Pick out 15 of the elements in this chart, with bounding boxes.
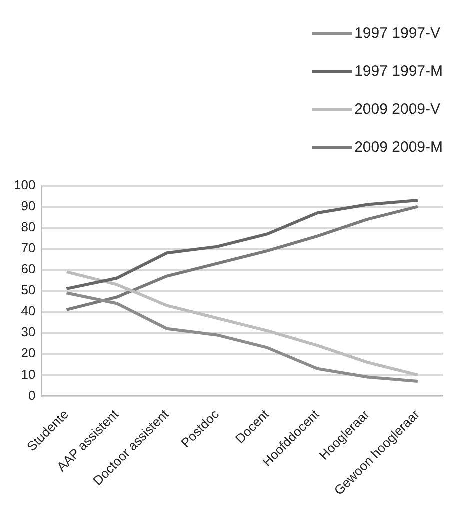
y-tick-label: 50 xyxy=(21,282,36,298)
legend-label: 1997 1997-M xyxy=(354,62,443,80)
y-tick-label: 80 xyxy=(21,219,36,234)
y-tick-label: 0 xyxy=(28,388,36,403)
legend-label: 2009 2009-M xyxy=(354,138,443,156)
y-tick-label: 20 xyxy=(21,346,36,361)
y-tick-label: 100 xyxy=(14,177,36,192)
legend-label: 1997 1997-V xyxy=(354,24,440,42)
y-tick-label: 60 xyxy=(21,262,36,277)
y-tick-label: 70 xyxy=(21,240,36,256)
y-tick-label: 90 xyxy=(21,198,36,214)
y-tick-label: 40 xyxy=(21,304,36,319)
y-tick-label: 10 xyxy=(21,366,36,382)
legend-label: 2009 2009-V xyxy=(354,100,440,118)
y-tick-label: 30 xyxy=(21,324,36,340)
